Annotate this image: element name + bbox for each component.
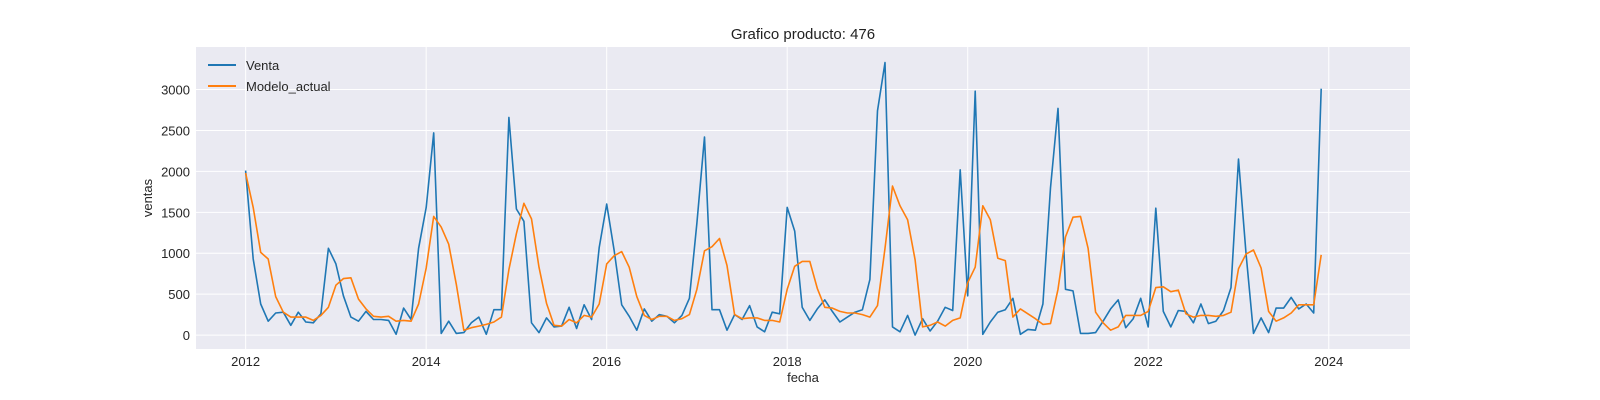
x-tick-label: 2018 xyxy=(773,354,802,369)
y-tick-label: 1000 xyxy=(161,246,190,261)
y-tick-labels: 0 500 1000 1500 2000 2500 3000 xyxy=(161,83,190,344)
x-tick-label: 2022 xyxy=(1134,354,1163,369)
legend: Venta Modelo_actual xyxy=(208,58,331,94)
x-axis-label: fecha xyxy=(787,370,820,385)
x-tick-label: 2012 xyxy=(231,354,260,369)
series-line-venta xyxy=(244,61,1322,336)
plot-area xyxy=(196,47,1410,349)
series-line-modelo-actual xyxy=(244,172,1322,332)
legend-label-modelo-actual: Modelo_actual xyxy=(246,79,331,94)
chart-title: Grafico producto: 476 xyxy=(731,26,875,43)
gridlines xyxy=(196,47,1410,349)
legend-label-venta: Venta xyxy=(246,58,280,73)
y-tick-label: 0 xyxy=(183,328,190,343)
x-tick-label: 2016 xyxy=(592,354,621,369)
x-tick-label: 2014 xyxy=(412,354,441,369)
x-tick-label: 2024 xyxy=(1314,354,1343,369)
series-group xyxy=(244,61,1322,336)
y-tick-label: 1500 xyxy=(161,205,190,220)
y-tick-label: 2000 xyxy=(161,164,190,179)
y-tick-label: 500 xyxy=(168,287,190,302)
y-axis-label: ventas xyxy=(140,178,155,217)
x-tick-label: 2020 xyxy=(953,354,982,369)
y-tick-label: 3000 xyxy=(161,83,190,98)
x-tick-labels: 2012 2014 2016 2018 2020 2022 2024 xyxy=(231,354,1343,369)
y-tick-label: 2500 xyxy=(161,123,190,138)
